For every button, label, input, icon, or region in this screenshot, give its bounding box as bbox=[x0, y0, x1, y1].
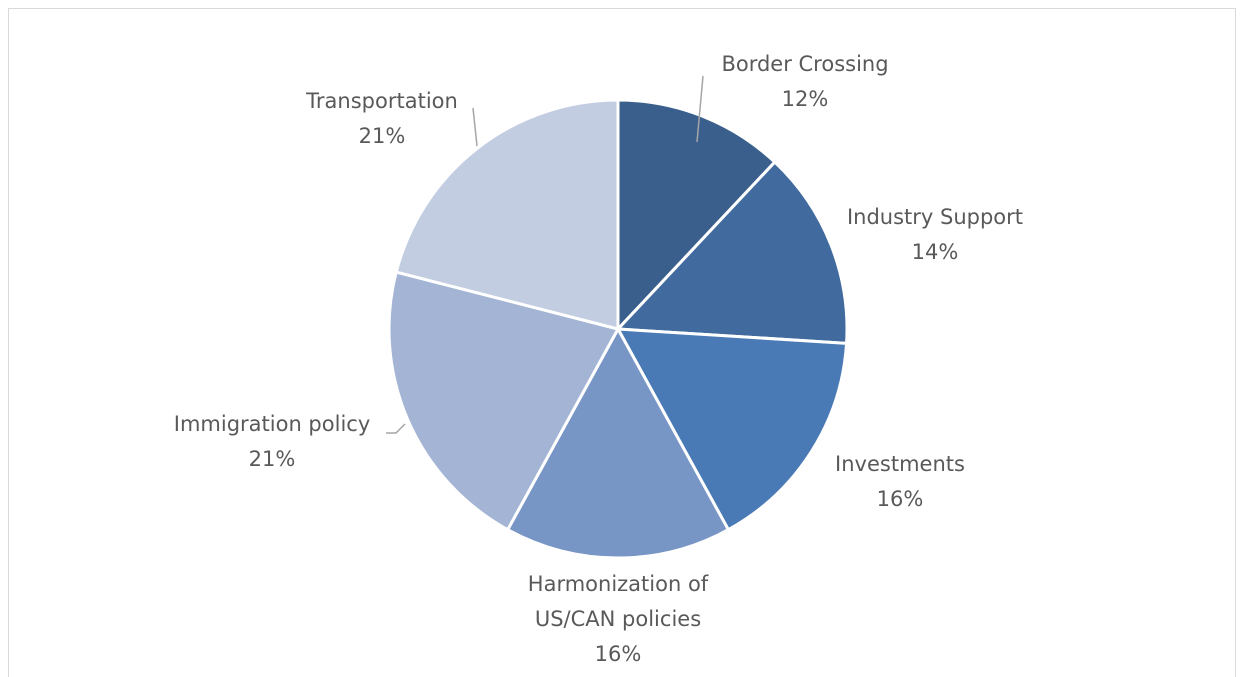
category-label: Transportation bbox=[306, 89, 458, 113]
leader-line bbox=[472, 107, 478, 147]
data-label: Border Crossing 12% bbox=[675, 47, 935, 117]
category-label: Industry Support bbox=[846, 205, 1024, 229]
data-label: Harmonization of US/CAN policies 16% bbox=[503, 567, 733, 672]
category-label: Harmonization of US/CAN policies bbox=[527, 572, 709, 631]
value-label: 16% bbox=[594, 642, 642, 666]
pie-slice bbox=[387, 270, 621, 532]
value-label: 21% bbox=[248, 447, 296, 471]
value-label: 21% bbox=[358, 124, 406, 148]
value-label: 14% bbox=[911, 240, 959, 264]
category-label: Border Crossing bbox=[721, 52, 889, 76]
leader-line bbox=[386, 423, 406, 434]
pie-slice bbox=[614, 159, 849, 345]
pie-slice bbox=[616, 98, 777, 333]
pie-slice bbox=[505, 325, 731, 560]
pie-slice bbox=[394, 98, 620, 331]
chart-border bbox=[8, 8, 1236, 677]
data-label: Industry Support 14% bbox=[805, 200, 1065, 270]
data-label: Transportation 21% bbox=[272, 84, 492, 154]
leader-line bbox=[696, 75, 704, 143]
category-label: Immigration policy bbox=[173, 412, 371, 436]
category-label: Investments bbox=[835, 452, 965, 476]
data-label: Investments 16% bbox=[800, 447, 1000, 517]
pie-slice bbox=[615, 327, 849, 532]
value-label: 16% bbox=[876, 487, 924, 511]
data-label: Immigration policy 21% bbox=[142, 407, 402, 477]
pie bbox=[387, 98, 849, 560]
value-label: 12% bbox=[781, 87, 829, 111]
